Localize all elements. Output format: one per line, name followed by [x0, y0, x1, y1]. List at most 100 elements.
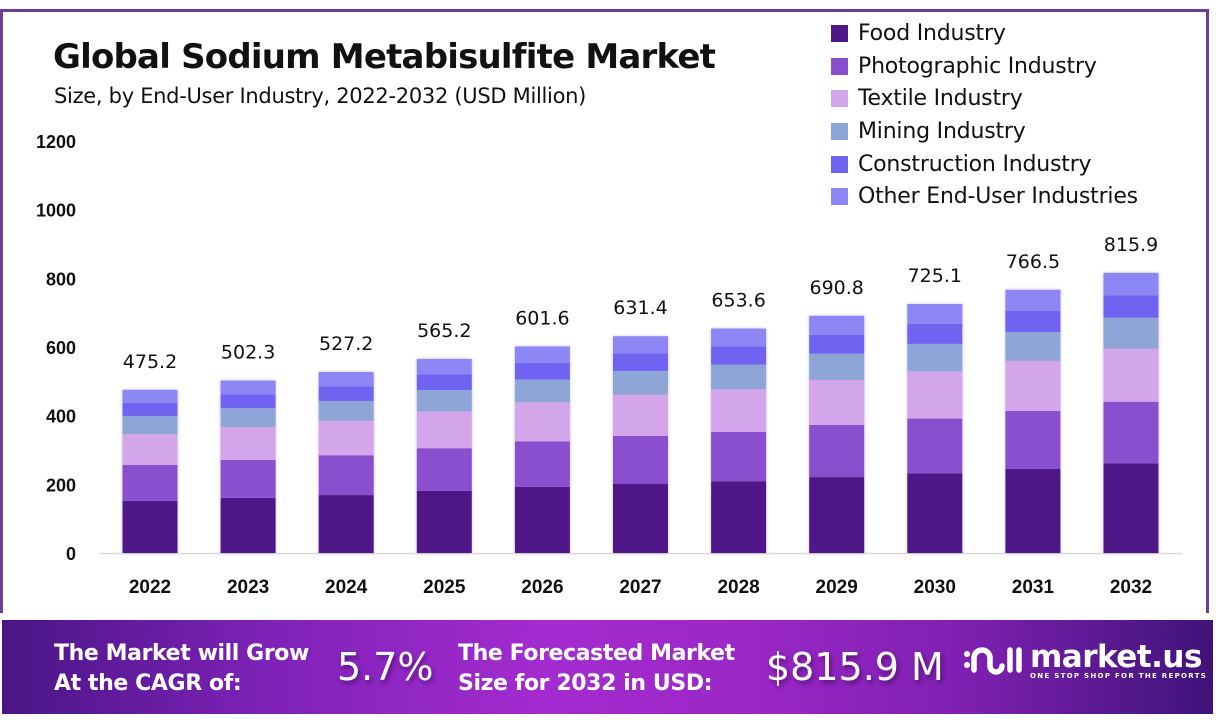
bar-segment-mining-industry-2028 [711, 364, 767, 390]
chart-title: Global Sodium Metabisulfite Market [53, 37, 716, 77]
bar-segment-other-end-user-industries-2027 [613, 336, 668, 354]
bar-segment-photographic-industry-2031 [1005, 410, 1061, 469]
bar-segment-food-industry-2023 [220, 497, 276, 553]
bar-stack-2032 [1103, 272, 1159, 553]
legend-swatch-mining [831, 122, 848, 140]
x-tick-label: 2030 [914, 577, 956, 598]
bar-segment-mining-industry-2025 [416, 389, 472, 412]
bar-stack-2025 [416, 358, 472, 553]
data-label-total: 527.2 [319, 333, 373, 355]
legend-item-other: Other End-User Industries [831, 180, 1138, 213]
bar-segment-food-industry-2031 [1005, 468, 1061, 553]
bar-segment-food-industry-2022 [122, 500, 178, 553]
bar-segment-textile-industry-2030 [907, 371, 963, 419]
bar-segment-food-industry-2025 [416, 490, 472, 553]
bar-stack-2030 [907, 304, 963, 553]
bar-segment-photographic-industry-2028 [711, 431, 767, 482]
bar-segment-mining-industry-2023 [220, 408, 276, 428]
data-label-total: 565.2 [417, 320, 471, 342]
bar-segment-textile-industry-2023 [220, 427, 276, 460]
data-label-total: 631.4 [613, 297, 667, 319]
logo-tagline: ONE STOP SHOP FOR THE REPORTS [1030, 672, 1208, 680]
bar-segment-food-industry-2028 [711, 481, 767, 553]
bar-segment-other-end-user-industries-2025 [416, 358, 472, 375]
bar-segment-other-end-user-industries-2032 [1103, 272, 1159, 296]
bar-segment-construction-industry-2024 [318, 386, 374, 401]
bars: 475.2 502.3 527.2 565.2 601.6 631.4 653.6 690.8… [122, 234, 1159, 553]
y-tick-label: 400 [46, 407, 76, 427]
bar-segment-mining-industry-2031 [1005, 331, 1061, 361]
legend-item-textile: Textile Industry [831, 82, 1138, 115]
bar-segment-textile-industry-2024 [318, 420, 374, 456]
bar-segment-other-end-user-industries-2029 [809, 315, 865, 335]
cagr-caption-line2: At the CAGR of: [54, 671, 242, 696]
data-label-total: 653.6 [711, 290, 765, 312]
bar-segment-textile-industry-2031 [1005, 360, 1061, 411]
legend: Food Industry Photographic Industry Text… [831, 17, 1138, 213]
x-tick-label: 2028 [717, 577, 759, 598]
forecast-caption-line2: Size for 2032 in USD: [458, 671, 713, 696]
legend-item-food: Food Industry [831, 17, 1138, 50]
bar-stack-2026 [514, 346, 570, 553]
bar-segment-food-industry-2032 [1103, 463, 1159, 553]
y-tick-label: 200 [46, 475, 76, 495]
bar-segment-mining-industry-2022 [122, 415, 178, 434]
bar-segment-construction-industry-2026 [514, 362, 570, 380]
y-tick-label: 0 [66, 544, 76, 564]
legend-swatch-food [831, 24, 848, 42]
bar-segment-mining-industry-2027 [613, 370, 668, 395]
x-tick-label: 2027 [619, 577, 661, 598]
bar-stack-2029 [809, 315, 865, 553]
legend-swatch-other [831, 188, 848, 206]
y-tick-label: 1200 [36, 132, 76, 152]
legend-item-photographic: Photographic Industry [831, 50, 1138, 83]
legend-item-construction: Construction Industry [831, 148, 1138, 181]
chart-subtitle: Size, by End-User Industry, 2022-2032 (U… [54, 84, 587, 108]
bar-segment-photographic-industry-2025 [416, 448, 472, 491]
bar-stack-2022 [122, 389, 178, 553]
bar-segment-construction-industry-2023 [220, 394, 276, 409]
x-tick-label: 2022 [129, 577, 171, 598]
stacked-bar-chart: 0 200 400 600 800 1000 1200 475.2 502.3 527.2 565… [36, 132, 1182, 598]
chart-frame [0, 9, 1209, 613]
bar-segment-mining-industry-2030 [907, 343, 963, 372]
legend-swatch-photographic [831, 57, 848, 75]
bar-stack-2024 [318, 371, 374, 553]
data-label-total: 502.3 [221, 342, 275, 364]
bar-segment-other-end-user-industries-2024 [318, 371, 374, 387]
forecast-caption-line1: The Forecasted Market [458, 641, 735, 666]
y-tick-label: 600 [46, 338, 76, 358]
bar-segment-mining-industry-2029 [809, 353, 865, 380]
legend-swatch-textile [831, 90, 848, 108]
bar-segment-textile-industry-2026 [514, 402, 570, 442]
bar-segment-textile-industry-2028 [711, 389, 767, 432]
data-label-total: 601.6 [515, 307, 569, 329]
y-axis: 0 200 400 600 800 1000 1200 [36, 132, 76, 564]
bar-segment-construction-industry-2025 [416, 374, 472, 390]
bar-segment-other-end-user-industries-2023 [220, 380, 276, 395]
bar-stack-2027 [613, 336, 668, 553]
data-label-total: 815.9 [1104, 234, 1158, 256]
legend-label: Construction Industry [858, 151, 1092, 177]
bar-stack-2023 [220, 380, 276, 553]
bar-segment-photographic-industry-2023 [220, 459, 276, 498]
legend-label: Mining Industry [858, 118, 1026, 144]
bar-segment-food-industry-2030 [907, 473, 963, 553]
x-tick-label: 2024 [325, 577, 368, 598]
bar-segment-food-industry-2027 [613, 483, 668, 553]
bar-segment-other-end-user-industries-2030 [907, 304, 963, 324]
forecast-caption: The Forecasted Market Size for 2032 in U… [458, 639, 735, 699]
bar-segment-photographic-industry-2024 [318, 455, 374, 496]
bar-segment-textile-industry-2025 [416, 411, 472, 449]
bar-segment-photographic-industry-2032 [1103, 401, 1159, 464]
bar-segment-construction-industry-2029 [809, 334, 865, 354]
bar-segment-textile-industry-2027 [613, 394, 668, 436]
logo-name: market.us [1030, 639, 1202, 675]
bar-segment-photographic-industry-2029 [809, 424, 865, 478]
legend-label: Food Industry [858, 20, 1006, 46]
x-tick-label: 2023 [227, 577, 269, 598]
bar-segment-construction-industry-2030 [907, 323, 963, 344]
bar-segment-construction-industry-2032 [1103, 295, 1159, 318]
data-label-total: 475.2 [123, 351, 177, 373]
x-tick-label: 2031 [1012, 577, 1055, 598]
